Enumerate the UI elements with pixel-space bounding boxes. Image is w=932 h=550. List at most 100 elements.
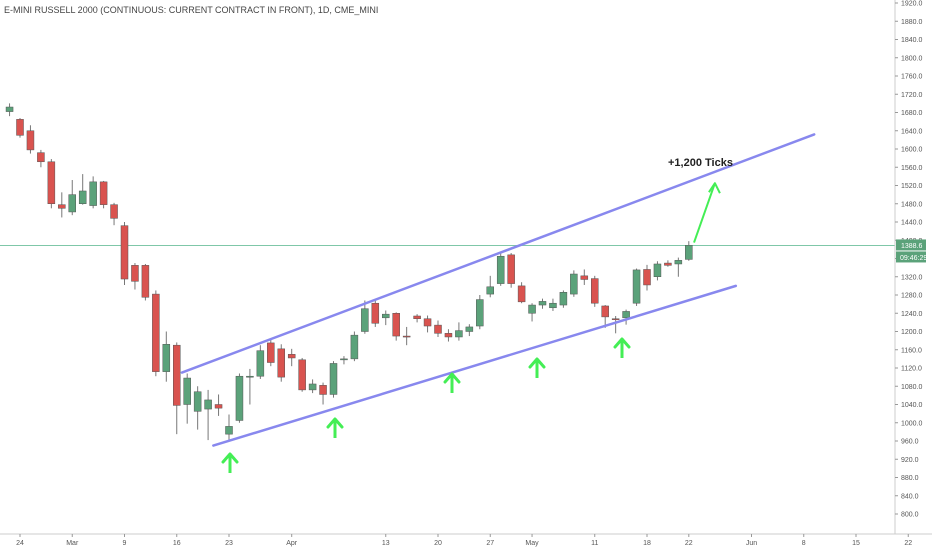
x-tick-label: 16 bbox=[173, 540, 181, 547]
candle-up[interactable] bbox=[538, 298, 547, 309]
x-tick-label: 27 bbox=[486, 540, 494, 547]
up-arrow-icon[interactable] bbox=[528, 357, 546, 378]
candle-body bbox=[674, 260, 683, 265]
candle-up[interactable] bbox=[465, 324, 474, 337]
candle-up[interactable] bbox=[340, 356, 348, 365]
candle-body bbox=[413, 315, 421, 319]
candle-body bbox=[685, 245, 693, 260]
candle-up[interactable] bbox=[5, 103, 14, 117]
candle-down[interactable] bbox=[58, 192, 66, 218]
y-tick-label: 1840.0 bbox=[901, 37, 923, 44]
last-price-value: 1388.6 bbox=[901, 243, 923, 250]
candle-down[interactable] bbox=[434, 320, 442, 337]
lower-channel-line[interactable] bbox=[212, 284, 738, 447]
candle-down[interactable] bbox=[423, 315, 432, 333]
candle-down[interactable] bbox=[141, 263, 150, 301]
up-arrow-icon[interactable] bbox=[613, 337, 631, 358]
candle-up[interactable] bbox=[549, 298, 557, 311]
candle-down[interactable] bbox=[120, 222, 129, 285]
x-tick-label: 8 bbox=[802, 540, 806, 547]
candle-up[interactable] bbox=[382, 310, 390, 326]
candle-body bbox=[99, 181, 108, 205]
target-arrow-line[interactable] bbox=[693, 182, 716, 243]
candle-down[interactable] bbox=[287, 348, 296, 367]
up-arrow-icon[interactable] bbox=[326, 417, 344, 438]
y-tick-label: 1280.0 bbox=[901, 293, 923, 300]
candle-body bbox=[319, 385, 327, 395]
candle-down[interactable] bbox=[152, 290, 160, 377]
candle-body bbox=[214, 404, 223, 409]
candle-down[interactable] bbox=[110, 202, 118, 226]
candle-down[interactable] bbox=[371, 299, 380, 327]
candle-up[interactable] bbox=[89, 176, 97, 209]
candle-body bbox=[559, 292, 568, 306]
candle-body bbox=[58, 204, 66, 209]
candle-up[interactable] bbox=[350, 331, 359, 362]
candle-down[interactable] bbox=[214, 394, 223, 416]
candle-up[interactable] bbox=[308, 379, 317, 394]
candle-down[interactable] bbox=[392, 312, 400, 341]
candle-down[interactable] bbox=[444, 329, 453, 342]
candle-up[interactable] bbox=[78, 174, 87, 205]
candle-down[interactable] bbox=[517, 282, 526, 304]
candle-up[interactable] bbox=[162, 331, 171, 382]
candle-up[interactable] bbox=[68, 180, 76, 216]
candle-up[interactable] bbox=[685, 241, 693, 261]
candle-body bbox=[517, 285, 526, 303]
candle-down[interactable] bbox=[277, 344, 285, 382]
candle-down[interactable] bbox=[664, 260, 672, 267]
candle-up[interactable] bbox=[183, 373, 191, 424]
up-arrow-icon[interactable] bbox=[443, 372, 461, 393]
candle-down[interactable] bbox=[601, 305, 609, 328]
candle-body bbox=[267, 342, 275, 363]
candle-up[interactable] bbox=[361, 300, 369, 334]
candle-body bbox=[653, 263, 662, 278]
candle-up[interactable] bbox=[496, 251, 505, 286]
candle-up[interactable] bbox=[235, 373, 244, 423]
candle-up[interactable] bbox=[256, 345, 265, 379]
candle-down[interactable] bbox=[47, 159, 56, 209]
candle-up[interactable] bbox=[622, 309, 630, 325]
annotation-text[interactable]: +1,200 Ticks bbox=[668, 157, 733, 169]
up-arrow-icon[interactable] bbox=[221, 452, 239, 473]
candle-up[interactable] bbox=[225, 414, 233, 441]
candle-down[interactable] bbox=[173, 342, 181, 435]
candle-up[interactable] bbox=[632, 268, 641, 306]
x-tick-label: 23 bbox=[225, 540, 233, 547]
candle-up[interactable] bbox=[570, 270, 578, 297]
candle-up[interactable] bbox=[329, 361, 338, 398]
candle-down[interactable] bbox=[402, 326, 411, 346]
candle-down[interactable] bbox=[580, 269, 589, 285]
candle-up[interactable] bbox=[559, 290, 568, 308]
candle-down[interactable] bbox=[267, 339, 275, 367]
candle-up[interactable] bbox=[486, 275, 494, 298]
candle-down[interactable] bbox=[26, 125, 35, 154]
candle-up[interactable] bbox=[674, 257, 683, 277]
candle-up[interactable] bbox=[528, 303, 536, 322]
candle-up[interactable] bbox=[193, 386, 202, 430]
candle-up[interactable] bbox=[246, 368, 254, 405]
candle-down[interactable] bbox=[16, 117, 24, 138]
candle-body bbox=[89, 181, 97, 206]
candle-down[interactable] bbox=[643, 264, 651, 291]
candle-body bbox=[455, 330, 463, 338]
candle-body bbox=[549, 302, 557, 309]
candle-up[interactable] bbox=[653, 261, 662, 281]
candle-down[interactable] bbox=[37, 149, 45, 168]
upper-channel-line[interactable] bbox=[180, 133, 816, 374]
candle-down[interactable] bbox=[99, 180, 108, 209]
candle-down[interactable] bbox=[298, 357, 306, 392]
candle-up[interactable] bbox=[204, 389, 212, 441]
candle-down[interactable] bbox=[413, 314, 421, 323]
candle-up[interactable] bbox=[455, 322, 463, 341]
candle-down[interactable] bbox=[131, 263, 139, 290]
x-tick-label: 20 bbox=[434, 540, 442, 547]
candle-down[interactable] bbox=[611, 315, 620, 334]
candle-up[interactable] bbox=[476, 295, 484, 330]
y-tick-label: 1040.0 bbox=[901, 402, 923, 409]
candle-down[interactable] bbox=[591, 275, 599, 307]
candle-down[interactable] bbox=[319, 382, 327, 405]
candle-down[interactable] bbox=[507, 253, 515, 288]
